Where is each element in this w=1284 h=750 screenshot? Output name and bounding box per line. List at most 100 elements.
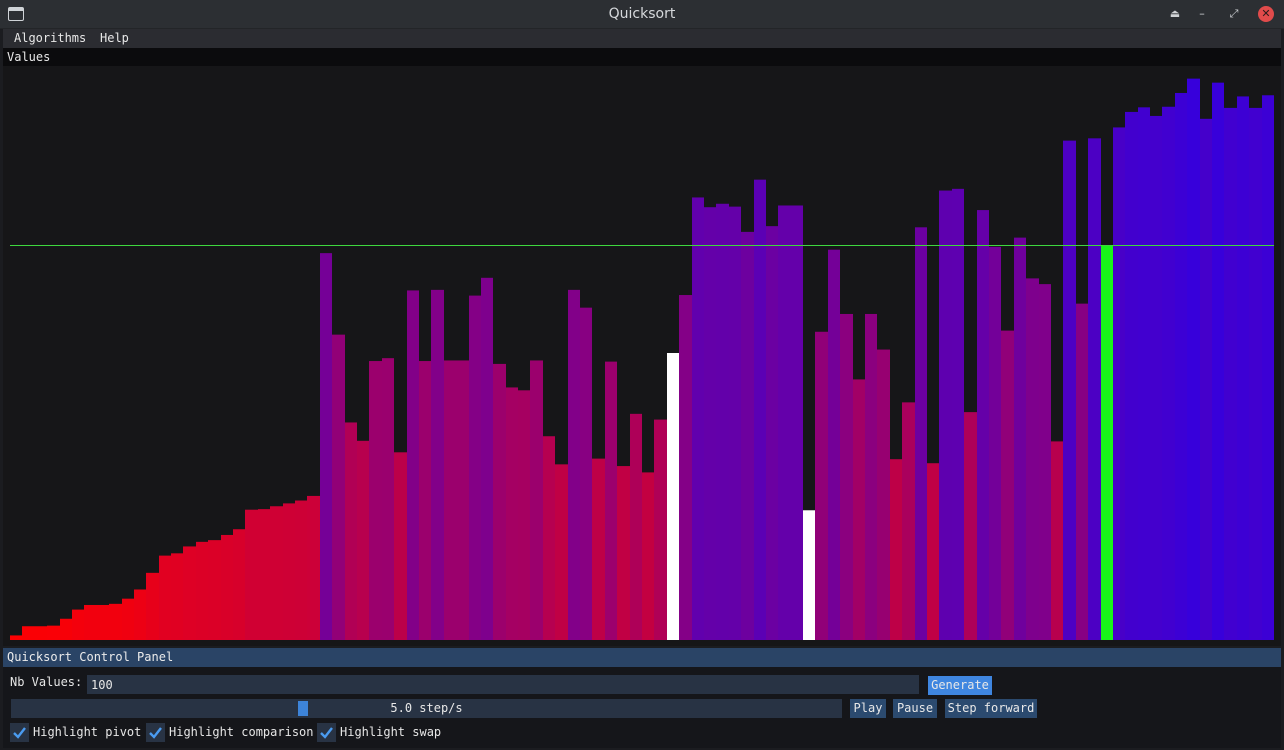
- value-bar: [233, 529, 245, 640]
- value-bar: [382, 358, 394, 640]
- value-bar: [1150, 115, 1162, 641]
- value-bar: [270, 506, 283, 640]
- values-window-title: Values: [7, 50, 51, 64]
- value-bar: [865, 313, 877, 640]
- maximize-icon[interactable]: ⤢: [1229, 7, 1239, 20]
- speed-slider[interactable]: 5.0 step/s: [11, 699, 842, 718]
- value-bar: [1001, 330, 1014, 640]
- value-bar: [654, 419, 667, 640]
- value-bar: [221, 534, 233, 640]
- value-bar: [258, 509, 270, 640]
- value-bar: [196, 541, 208, 640]
- value-bar: [345, 422, 357, 640]
- value-bar: [183, 546, 196, 640]
- value-bar: [617, 466, 630, 640]
- value-bar: [543, 436, 555, 640]
- value-bar: [902, 402, 915, 640]
- value-bar: [1138, 107, 1150, 640]
- value-bar: [84, 604, 97, 640]
- value-bar: [518, 390, 530, 640]
- value-bar: [245, 509, 258, 640]
- checkmark-icon: [149, 727, 162, 739]
- values-plot: [3, 66, 1281, 646]
- menu-bar: Algorithms Help: [3, 29, 1281, 48]
- value-bar: [1039, 284, 1051, 640]
- value-bar: [989, 246, 1001, 640]
- comparison-bar: [667, 353, 679, 640]
- value-bar: [679, 295, 692, 640]
- value-bar: [642, 472, 654, 640]
- value-bar: [977, 210, 989, 640]
- nb-values-label: Nb Values:: [10, 675, 83, 689]
- value-bar: [766, 226, 778, 640]
- value-bar: [307, 495, 320, 640]
- value-bar: [444, 360, 456, 640]
- value-bar: [1175, 92, 1187, 640]
- value-bar: [555, 464, 568, 640]
- value-bar: [456, 360, 469, 640]
- play-button[interactable]: Play: [850, 699, 886, 718]
- value-bar: [1187, 78, 1200, 641]
- keep-above-icon[interactable]: ⏏: [1169, 7, 1181, 20]
- value-bar: [122, 598, 134, 640]
- value-bar: [530, 360, 543, 640]
- checkmark-icon: [13, 727, 26, 739]
- value-bar: [1224, 107, 1237, 641]
- value-bar: [357, 440, 369, 640]
- checkmark-icon: [320, 727, 333, 739]
- title-bar: Quicksort ⏏ – ⤢ ✕: [0, 0, 1284, 29]
- value-bar: [369, 361, 382, 640]
- value-bar: [952, 188, 964, 640]
- value-bar: [469, 295, 481, 640]
- value-bar: [506, 387, 518, 640]
- value-bar: [1076, 303, 1088, 640]
- value-bar: [716, 203, 729, 640]
- value-bar: [754, 179, 766, 640]
- value-bar: [159, 555, 171, 640]
- nb-values-input[interactable]: [87, 675, 919, 694]
- minimize-icon[interactable]: –: [1199, 7, 1205, 20]
- value-bar: [1237, 96, 1249, 640]
- value-bar: [729, 206, 741, 640]
- generate-button[interactable]: Generate: [928, 676, 992, 695]
- value-bar: [407, 290, 419, 640]
- control-panel-header[interactable]: Quicksort Control Panel: [3, 648, 1281, 667]
- value-bar: [704, 207, 716, 641]
- highlight-pivot-label: Highlight pivot: [33, 725, 142, 739]
- speed-slider-text: 5.0 step/s: [390, 701, 463, 715]
- value-bar: [208, 540, 221, 640]
- value-bar: [1088, 138, 1101, 640]
- value-bar: [1262, 95, 1274, 641]
- close-icon[interactable]: ✕: [1258, 6, 1274, 22]
- value-bar: [791, 205, 803, 640]
- pause-button[interactable]: Pause: [893, 699, 937, 718]
- value-bar: [493, 363, 506, 640]
- highlight-swap-label: Highlight swap: [340, 725, 442, 739]
- value-bar: [431, 289, 444, 640]
- value-bar: [741, 231, 754, 641]
- value-bar: [22, 626, 35, 640]
- value-bar: [332, 334, 345, 640]
- value-bar: [840, 313, 853, 640]
- value-bar: [109, 603, 122, 640]
- value-bar: [1212, 82, 1224, 640]
- value-bar: [1014, 237, 1026, 640]
- checkbox-box[interactable]: [317, 723, 336, 742]
- value-bar: [605, 361, 617, 640]
- values-window-header[interactable]: Values: [3, 48, 1281, 66]
- pivot-bar: [1101, 245, 1113, 640]
- menu-algorithms[interactable]: Algorithms: [14, 31, 87, 45]
- step-forward-button[interactable]: Step forward: [945, 699, 1037, 718]
- value-bar: [815, 331, 828, 640]
- menu-help[interactable]: Help: [100, 31, 129, 45]
- value-bar: [692, 197, 704, 641]
- control-panel-title: Quicksort Control Panel: [7, 650, 174, 664]
- value-bar: [1125, 111, 1138, 641]
- value-bar: [877, 349, 890, 640]
- value-bar: [853, 379, 865, 640]
- speed-slider-grab[interactable]: [298, 701, 308, 716]
- value-bar: [890, 459, 902, 640]
- checkbox-box[interactable]: [10, 723, 29, 742]
- window-icon[interactable]: [8, 7, 24, 21]
- checkbox-box[interactable]: [146, 723, 165, 742]
